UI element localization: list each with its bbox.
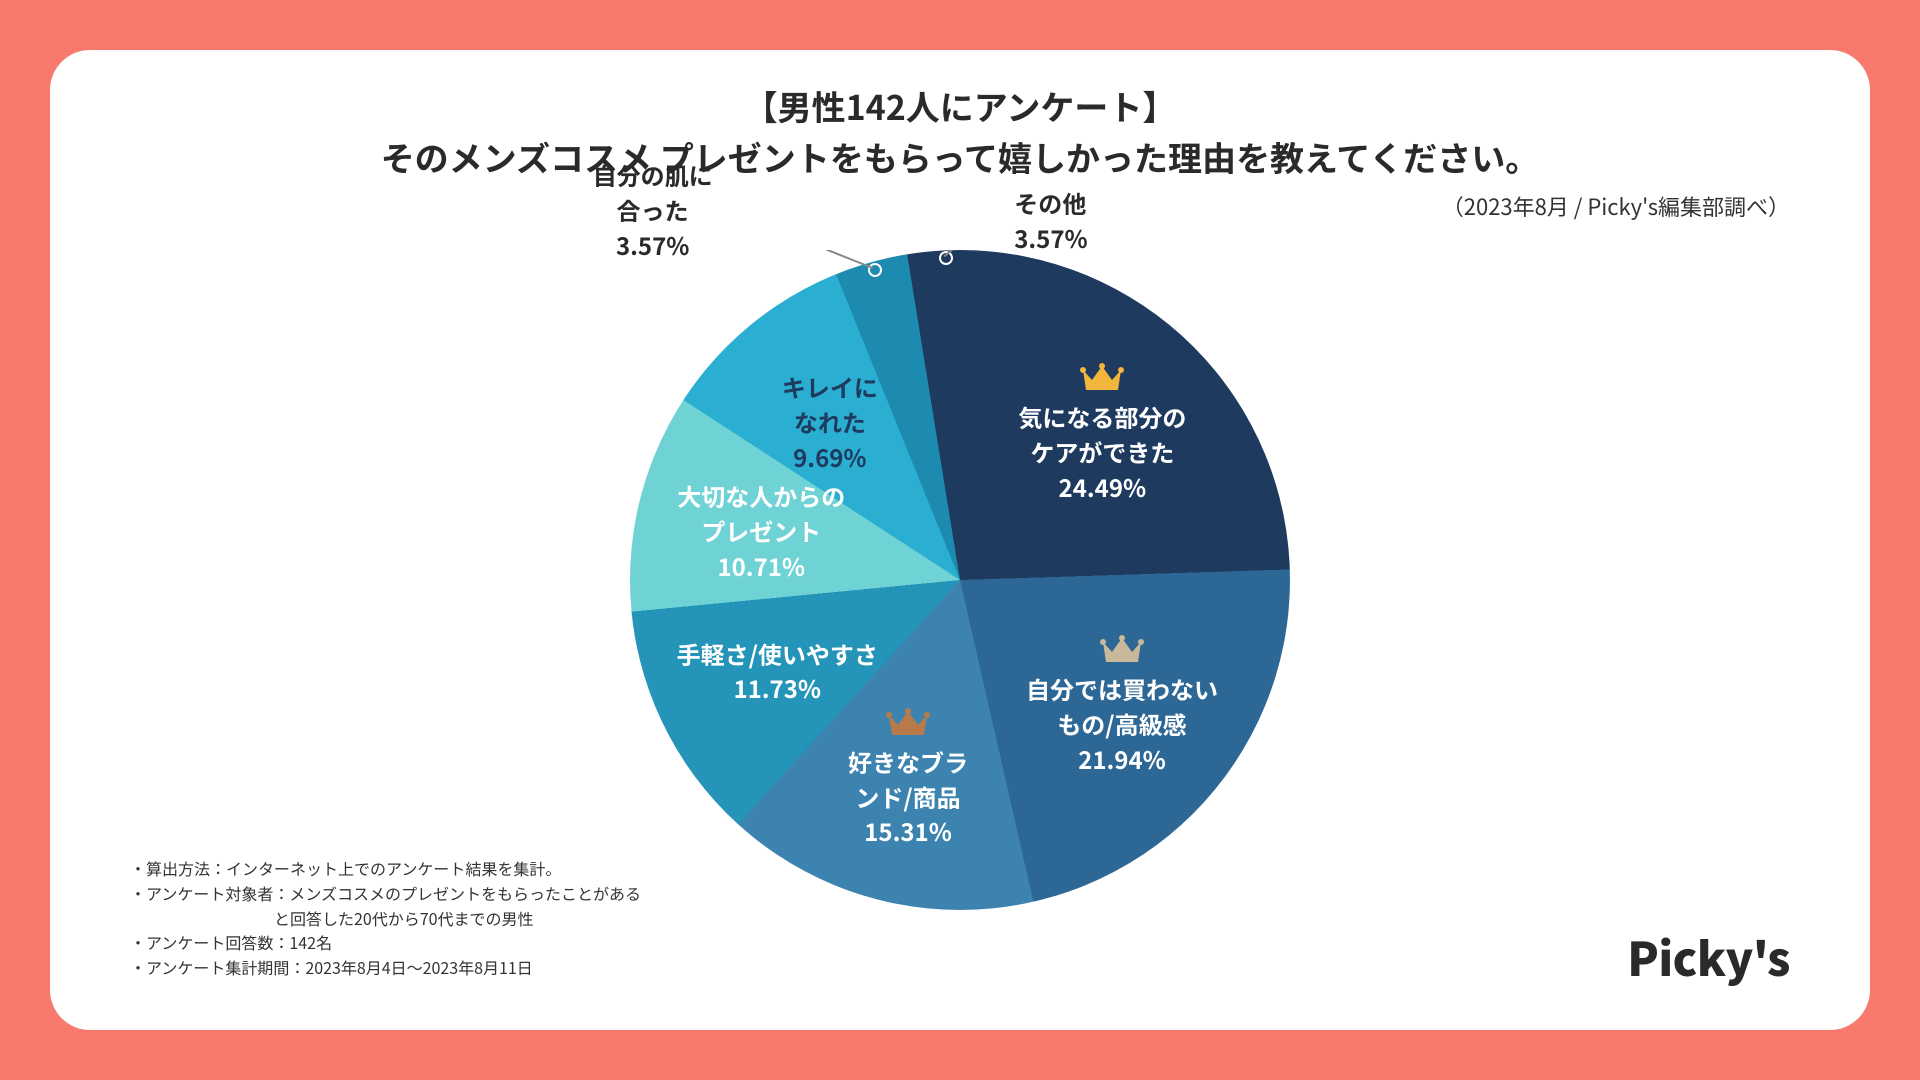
chart-subtitle: （2023年8月 / Picky's編集部調べ）: [1442, 190, 1790, 222]
chart-card: 【男性142人にアンケート】 そのメンズコスメ プレゼントをもらって嬉しかった理…: [50, 50, 1870, 1030]
footnote-line: ・アンケート集計期間：2023年8月4日〜2023年8月11日: [130, 955, 641, 980]
callout-dot: [868, 263, 882, 277]
pie-slice-label: 気になる部分のケアができた24.49%: [1018, 362, 1186, 504]
footnote-line: ・アンケート回答数：142名: [130, 930, 641, 955]
pie-slice-label: 好きなブランド/商品15.31%: [848, 707, 968, 849]
survey-footnotes: ・算出方法：インターネット上でのアンケート結果を集計。・アンケート対象者：メンズ…: [130, 856, 641, 980]
pie-slice-label: キレイになれた9.69%: [782, 370, 878, 474]
pie-callout-label: 自分の肌に合った3.57%: [593, 158, 713, 262]
title-line-1: 【男性142人にアンケート】: [744, 81, 1177, 130]
pie-slice-label: 手軽さ/使いやすさ11.73%: [677, 637, 878, 707]
title-line-2: そのメンズコスメ プレゼントをもらって嬉しかった理由を教えてください。: [381, 132, 1540, 181]
pie-slice-label: 大切な人からのプレゼント10.71%: [677, 479, 845, 583]
footnote-line: ・算出方法：インターネット上でのアンケート結果を集計。: [130, 856, 641, 881]
brand-logotype: Picky's: [1627, 924, 1790, 990]
crown-icon: [1099, 634, 1145, 666]
pie-chart: 気になる部分のケアができた24.49% 自分では買わないもの/高級感21.94%…: [630, 250, 1290, 910]
callout-dot: [939, 251, 953, 265]
footnote-line: ・アンケート対象者：メンズコスメのプレゼントをもらったことがある: [130, 881, 641, 906]
footnote-line: と回答した20代から70代までの男性: [130, 906, 641, 931]
chart-title: 【男性142人にアンケート】 そのメンズコスメ プレゼントをもらって嬉しかった理…: [50, 80, 1870, 182]
pie-callout-label: その他3.57%: [1014, 186, 1087, 256]
crown-icon: [885, 707, 931, 739]
crown-icon: [1079, 362, 1125, 394]
pie-slice-label: 自分では買わないもの/高級感21.94%: [1026, 634, 1218, 776]
pie-chart-area: 気になる部分のケアができた24.49% 自分では買わないもの/高級感21.94%…: [50, 250, 1870, 910]
